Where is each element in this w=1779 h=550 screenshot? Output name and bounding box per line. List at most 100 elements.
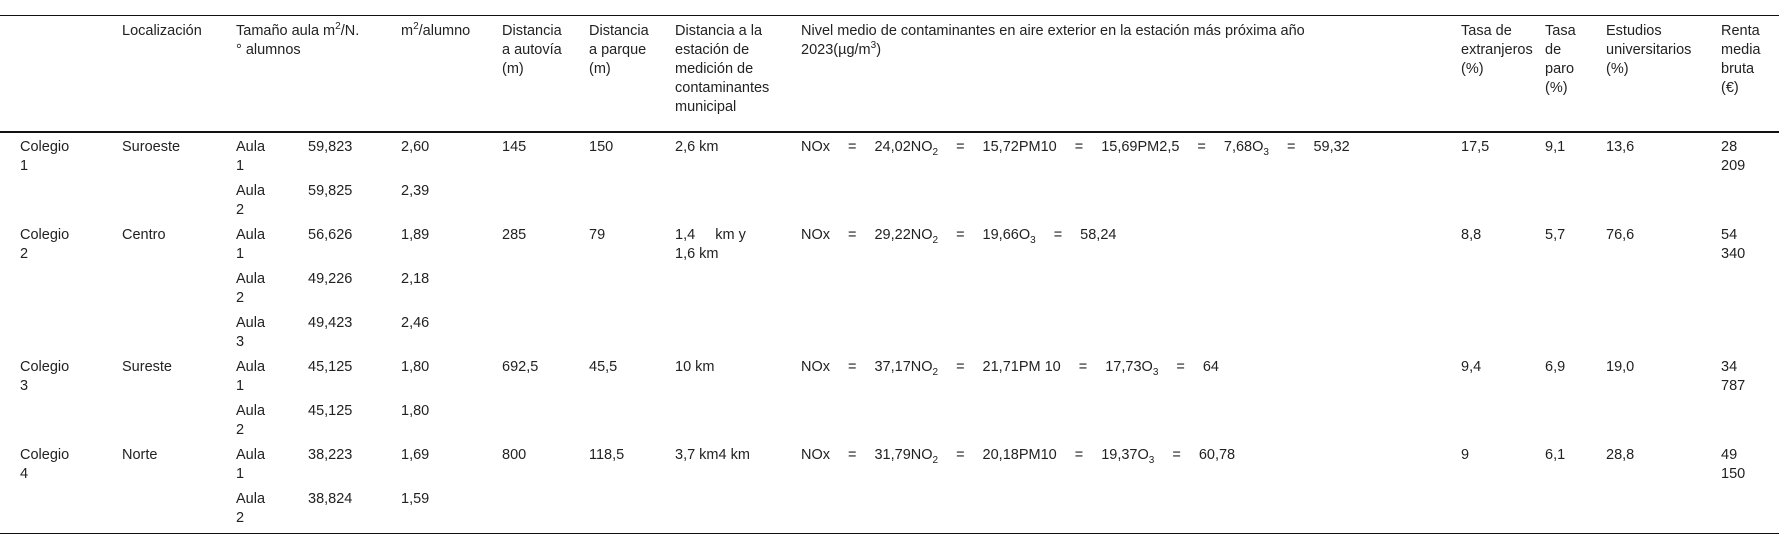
cell-line: 3 bbox=[236, 334, 245, 350]
estacion-cell: 10 km bbox=[675, 358, 715, 377]
bottom-rule bbox=[0, 533, 1779, 534]
estudios-cell: 76,6 bbox=[1606, 227, 1635, 243]
header-text: /N. bbox=[340, 23, 360, 39]
parque-cell: 150 bbox=[589, 139, 614, 155]
estacion-cell: 3,7 km4 km bbox=[675, 446, 750, 465]
cell-line: Aula bbox=[236, 403, 266, 419]
header-line: Distancia bbox=[589, 23, 649, 39]
header-line: Renta bbox=[1721, 23, 1760, 39]
cell-line: 209 bbox=[1721, 158, 1746, 174]
paro-cell: 6,1 bbox=[1545, 447, 1566, 463]
aula-cell: Aula 2 bbox=[236, 490, 265, 528]
header-text: ) bbox=[876, 42, 882, 58]
header-text: ° alumnos bbox=[236, 42, 301, 58]
header-localizacion: Localización bbox=[122, 23, 202, 39]
cell-line: Aula bbox=[236, 315, 266, 331]
cell-line: 2,6 km bbox=[675, 139, 719, 155]
localizacion-cell: Sureste bbox=[122, 359, 172, 375]
cell-line: 34 bbox=[1721, 359, 1738, 375]
extranjeros-cell: 8,8 bbox=[1461, 227, 1482, 243]
parque-cell: 79 bbox=[589, 227, 606, 243]
extranjeros-cell: 9 bbox=[1461, 447, 1470, 463]
cell-line: Aula bbox=[236, 359, 266, 375]
pollutants-cell: NOx = 29,22NO2 = 19,66O3 = 58,24 bbox=[801, 226, 1116, 245]
pollutants-cell: NOx = 24,02NO2 = 15,72PM10 = 15,69PM2,5 = 7,68O3… bbox=[801, 138, 1350, 157]
header-line: Estudios bbox=[1606, 23, 1662, 39]
header-line: municipal bbox=[675, 99, 737, 115]
pollutant-name: O bbox=[1137, 447, 1149, 463]
colegio-cell: Colegio 2 bbox=[20, 226, 69, 264]
header-renta: Renta media bruta (€) bbox=[1721, 22, 1761, 98]
m2-alumno-cell: 2,46 bbox=[401, 315, 430, 331]
cell-line: 787 bbox=[1721, 378, 1746, 394]
header-rule bbox=[0, 131, 1779, 133]
header-line: media bbox=[1721, 42, 1761, 58]
pollutant-name: PM 10 bbox=[1018, 359, 1061, 375]
pollutant-name: NOx bbox=[801, 227, 830, 243]
header-line: Tasa bbox=[1545, 23, 1576, 39]
tamano-cell: 56,626 bbox=[308, 227, 353, 243]
equals-sign: = bbox=[956, 447, 965, 463]
pollutant-value: 37,17 bbox=[874, 359, 911, 375]
header-sup: 2 bbox=[335, 21, 341, 33]
pollutant-subscript: 3 bbox=[1152, 366, 1159, 378]
header-line: a parque bbox=[589, 42, 647, 58]
cell-line: 3,7 km4 km bbox=[675, 447, 750, 463]
equals-sign: = bbox=[1197, 139, 1206, 155]
cell-line: Aula bbox=[236, 447, 266, 463]
pollutant-name: O bbox=[1252, 139, 1264, 155]
estudios-cell: 28,8 bbox=[1606, 447, 1635, 463]
header-paro: Tasa de paro (%) bbox=[1545, 22, 1576, 98]
pollutant-name: PM10 bbox=[1018, 139, 1057, 155]
header-line: (%) bbox=[1545, 80, 1568, 96]
cell-line: Colegio bbox=[20, 359, 70, 375]
cell-line: 4 bbox=[20, 466, 29, 482]
header-sup: 3 bbox=[870, 40, 877, 52]
autovia-cell: 285 bbox=[502, 227, 527, 243]
pollutant-name: O bbox=[1141, 359, 1153, 375]
pollutant-value: 60,78 bbox=[1198, 447, 1236, 463]
pollutant-value: 64 bbox=[1202, 359, 1219, 375]
header-text: Nivel medio de contaminantes en aire ext… bbox=[801, 23, 1305, 39]
top-rule bbox=[0, 15, 1779, 16]
cell-line: 2 bbox=[236, 290, 245, 306]
renta-cell: 54 340 bbox=[1721, 226, 1745, 264]
equals-sign: = bbox=[956, 139, 965, 155]
pollutant-name: PM2,5 bbox=[1137, 139, 1180, 155]
paro-cell: 5,7 bbox=[1545, 227, 1566, 243]
cell-line: 2 bbox=[236, 422, 245, 438]
colegio-cell: Colegio 4 bbox=[20, 446, 69, 484]
aula-cell: Aula 1 bbox=[236, 358, 265, 396]
header-sup: 2 bbox=[413, 21, 419, 33]
header-line: (m) bbox=[589, 61, 611, 77]
pollutant-value: 19,37 bbox=[1101, 447, 1138, 463]
table-row: Colegio 4 Norte Aula 1 38,223 1,69 Aula 2 38,824 1… bbox=[0, 446, 1779, 534]
extranjeros-cell: 17,5 bbox=[1461, 139, 1490, 155]
table-row: Colegio 2 Centro Aula 1 56,626 1,89 Aula 2 49,226… bbox=[0, 226, 1779, 358]
cell-line: 340 bbox=[1721, 246, 1746, 262]
m2-alumno-cell: 2,18 bbox=[401, 271, 430, 287]
tamano-cell: 59,823 bbox=[308, 139, 353, 155]
cell-line: Aula bbox=[236, 139, 266, 155]
equals-sign: = bbox=[956, 227, 965, 243]
m2-alumno-cell: 1,80 bbox=[401, 359, 430, 375]
header-text: 2023(µg/m bbox=[801, 42, 871, 58]
autovia-cell: 145 bbox=[502, 139, 527, 155]
header-line: universitarios bbox=[1606, 42, 1692, 58]
header-text: m bbox=[401, 23, 414, 39]
parque-cell: 118,5 bbox=[589, 447, 625, 463]
pollutant-value: 7,68 bbox=[1223, 139, 1253, 155]
aula-cell: Aula 1 bbox=[236, 226, 265, 264]
cell-line: Colegio bbox=[20, 227, 70, 243]
pollutant-value: 20,18 bbox=[982, 447, 1019, 463]
pollutant-name: NO bbox=[910, 359, 933, 375]
pollutants-cell: NOx = 31,79NO2 = 20,18PM10 = 19,37O3 = 60,78 bbox=[801, 446, 1235, 465]
cell-line: 1 bbox=[236, 378, 245, 394]
paro-cell: 9,1 bbox=[1545, 139, 1566, 155]
cell-line: 2 bbox=[20, 246, 29, 262]
cell-line: 1 bbox=[236, 466, 245, 482]
table-row: Colegio 3 Sureste Aula 1 45,125 1,80 Aula 2 45,12… bbox=[0, 358, 1779, 446]
header-autovia: Distancia a autovía (m) bbox=[502, 22, 562, 79]
equals-sign: = bbox=[848, 227, 857, 243]
cell-line: 1 bbox=[20, 158, 29, 174]
